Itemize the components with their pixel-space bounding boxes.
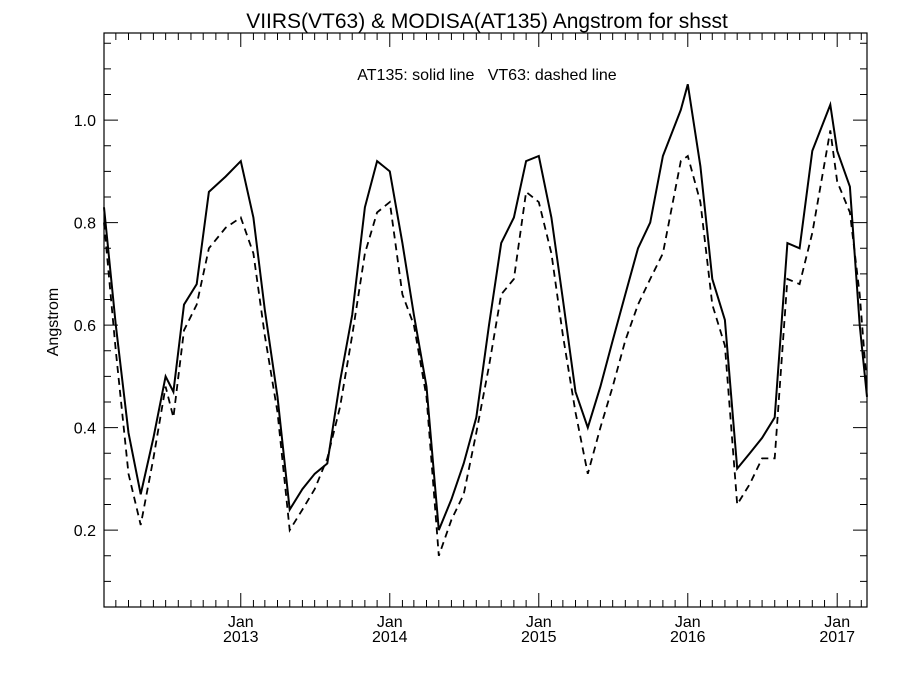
chart-title: VIIRS(VT63) & MODISA(AT135) Angstrom for… [246, 10, 728, 33]
x-tick-month-label: Jan [228, 614, 254, 631]
y-axis-label: Angstrom [45, 288, 62, 356]
x-tick-month-label: Jan [824, 614, 850, 631]
y-tick-label: 0.6 [74, 318, 96, 335]
y-axis: 0.2 0.4 0.6 0.8 1.0 [74, 42, 867, 608]
x-tick-year-label: 2015 [521, 629, 557, 646]
x-tick-month-label: Jan [377, 614, 403, 631]
y-tick-label: 0.2 [74, 523, 96, 540]
x-tick-month-label: Jan [675, 614, 701, 631]
x-tick-year-label: 2017 [819, 629, 855, 646]
x-tick-year-label: 2013 [223, 629, 259, 646]
plot-frame [103, 32, 868, 608]
series-line-at135 [103, 84, 868, 531]
series-line-vt63 [103, 130, 868, 557]
x-tick-month-label: Jan [526, 614, 552, 631]
series-layer [103, 84, 868, 557]
x-tick-year-label: 2014 [372, 629, 408, 646]
y-tick-label: 1.0 [74, 113, 96, 130]
y-tick-label: 0.4 [74, 421, 96, 438]
x-tick-year-label: 2016 [670, 629, 706, 646]
y-tick-label: 0.8 [74, 216, 96, 233]
line-style-annotation: AT135: solid line VT63: dashed line [357, 67, 617, 84]
